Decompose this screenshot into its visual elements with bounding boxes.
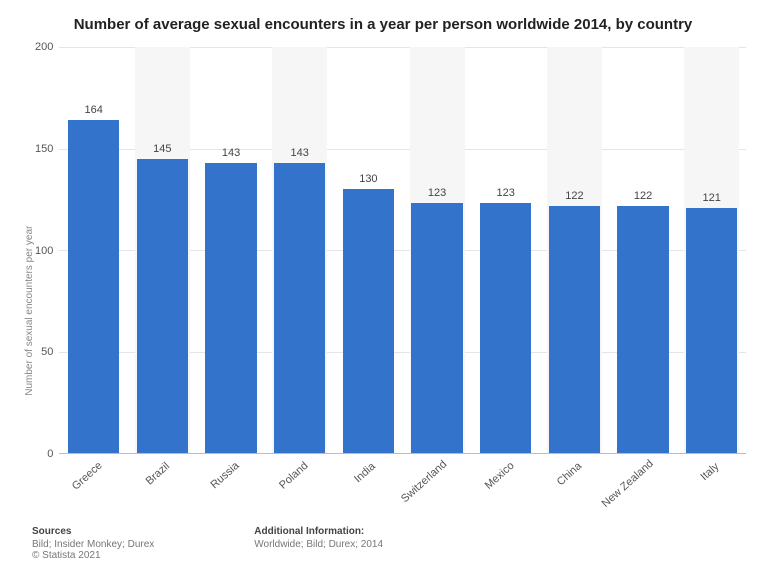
x-category-label: New Zealand — [600, 458, 656, 510]
additional-info-line: Worldwide; Bild; Durex; 2014 — [254, 539, 383, 550]
additional-info-block: Additional Information: Worldwide; Bild;… — [254, 526, 383, 561]
bar-slot: 143 — [265, 47, 334, 453]
x-slot: Mexico — [471, 454, 540, 514]
bar-slot: 143 — [197, 47, 266, 453]
bars-row: 164 145 143 143 130 123 123 122 122 121 — [59, 47, 746, 453]
bar: 121 — [686, 208, 738, 453]
bar: 123 — [480, 203, 532, 453]
bar-value-label: 121 — [703, 192, 721, 204]
plot-row: Number of sexual encounters per year 200… — [20, 47, 746, 514]
bar: 164 — [68, 120, 120, 453]
bar-slot: 121 — [677, 47, 746, 453]
x-slot: Italy — [677, 454, 746, 514]
bar-value-label: 122 — [565, 190, 583, 202]
sources-heading: Sources — [32, 526, 154, 537]
bar: 130 — [343, 189, 395, 453]
chart-container: Number of average sexual encounters in a… — [0, 0, 766, 571]
x-axis: Greece Brazil Russia Poland India Switzerland… — [59, 454, 746, 514]
x-slot: Poland — [265, 454, 334, 514]
bar-value-label: 143 — [222, 147, 240, 159]
bar-slot: 164 — [59, 47, 128, 453]
x-category-label: India — [352, 460, 378, 485]
y-axis-label: Number of sexual encounters per year — [20, 47, 35, 514]
bar-value-label: 123 — [497, 187, 515, 199]
x-slot: New Zealand — [609, 454, 678, 514]
bar-value-label: 145 — [153, 143, 171, 155]
y-axis: 200150100500 — [35, 47, 59, 514]
x-category-label: China — [555, 460, 584, 488]
bar-slot: 122 — [609, 47, 678, 453]
bar: 145 — [137, 159, 189, 453]
x-category-label: Brazil — [144, 460, 172, 487]
x-slot: India — [334, 454, 403, 514]
x-slot: Greece — [59, 454, 128, 514]
x-slot: Brazil — [128, 454, 197, 514]
bar-value-label: 130 — [359, 173, 377, 185]
bar-value-label: 122 — [634, 190, 652, 202]
x-category-label: Poland — [277, 460, 310, 492]
x-slot: Russia — [197, 454, 266, 514]
plot-column: 164 145 143 143 130 123 123 122 122 121 Greece Bra… — [59, 47, 746, 514]
bar: 143 — [274, 163, 326, 453]
x-category-label: Greece — [70, 460, 105, 493]
bar-value-label: 143 — [291, 147, 309, 159]
x-slot: China — [540, 454, 609, 514]
bar-slot: 123 — [471, 47, 540, 453]
x-category-label: Mexico — [482, 460, 516, 492]
bar: 122 — [617, 206, 669, 454]
x-category-label: Switzerland — [399, 458, 449, 505]
bar: 123 — [411, 203, 463, 453]
sources-line: Bild; Insider Monkey; Durex — [32, 539, 154, 550]
bar-slot: 130 — [334, 47, 403, 453]
plot-area: 164 145 143 143 130 123 123 122 122 121 — [59, 47, 746, 454]
copyright-line: © Statista 2021 — [32, 550, 154, 561]
bar-value-label: 164 — [85, 104, 103, 116]
bar: 122 — [549, 206, 601, 454]
chart-footer: Sources Bild; Insider Monkey; Durex © St… — [20, 514, 746, 561]
x-slot: Switzerland — [403, 454, 472, 514]
chart-title: Number of average sexual encounters in a… — [20, 15, 746, 35]
additional-info-heading: Additional Information: — [254, 526, 383, 537]
sources-block: Sources Bild; Insider Monkey; Durex © St… — [32, 526, 154, 561]
bar: 143 — [205, 163, 257, 453]
bar-value-label: 123 — [428, 187, 446, 199]
bar-slot: 122 — [540, 47, 609, 453]
x-category-label: Russia — [209, 460, 242, 491]
bar-slot: 123 — [403, 47, 472, 453]
x-category-label: Italy — [698, 461, 721, 483]
bar-slot: 145 — [128, 47, 197, 453]
